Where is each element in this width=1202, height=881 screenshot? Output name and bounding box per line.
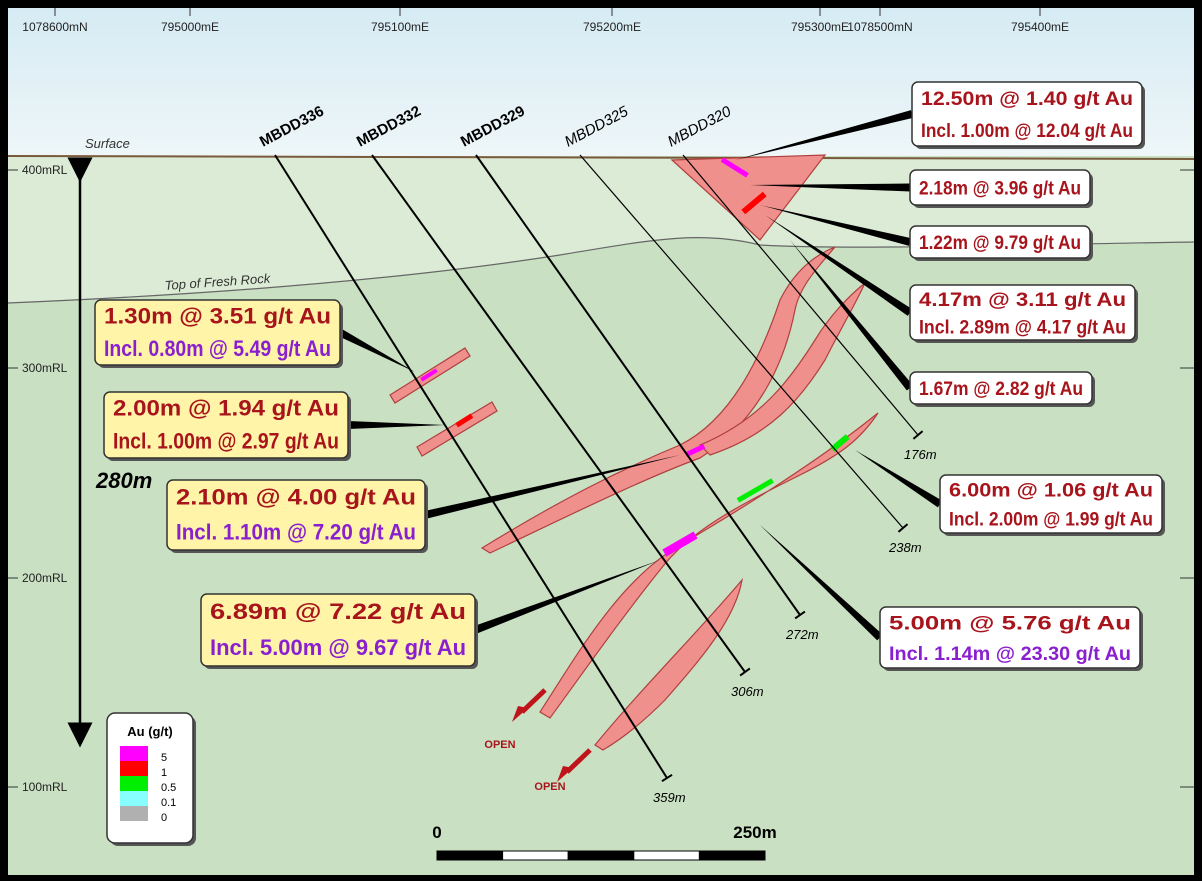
axis-label: 795000mE bbox=[161, 20, 219, 34]
scale-segment bbox=[568, 851, 634, 860]
legend-swatch bbox=[120, 791, 148, 806]
rl-label: 400mRL bbox=[22, 163, 68, 177]
hole-depth: 306m bbox=[731, 684, 764, 699]
legend-label: 5 bbox=[161, 752, 167, 764]
hole-depth: 176m bbox=[904, 447, 937, 462]
scale-start: 0 bbox=[432, 823, 441, 842]
callout-text: Incl. 5.00m @ 9.67 g/t Au bbox=[210, 635, 466, 660]
callout-text: 4.17m @ 3.11 g/t Au bbox=[919, 290, 1126, 311]
scale-segment bbox=[634, 851, 700, 860]
open-label: OPEN bbox=[484, 739, 515, 751]
vertical-extent: 280m bbox=[95, 468, 152, 493]
callout-text: 1.30m @ 3.51 g/t Au bbox=[104, 303, 331, 328]
legend-label: 1 bbox=[161, 767, 167, 779]
legend-swatch bbox=[120, 776, 148, 791]
callout-text: Incl. 1.00m @ 2.97 g/t Au bbox=[113, 429, 339, 454]
callout-text: Incl. 2.00m @ 1.99 g/t Au bbox=[949, 510, 1153, 531]
scale-segment bbox=[503, 851, 569, 860]
callout-text: 6.00m @ 1.06 g/t Au bbox=[949, 481, 1153, 502]
axis-label: 795400mE bbox=[1011, 20, 1069, 34]
legend-label: 0.5 bbox=[161, 782, 176, 794]
callout-text: Incl. 0.80m @ 5.49 g/t Au bbox=[104, 336, 331, 361]
callout-text: Incl. 1.00m @ 12.04 g/t Au bbox=[921, 121, 1133, 142]
rl-label: 200mRL bbox=[22, 571, 68, 585]
legend-swatch bbox=[120, 761, 148, 776]
callout-text: 1.22m @ 9.79 g/t Au bbox=[919, 233, 1081, 254]
callout-text: Incl. 1.10m @ 7.20 g/t Au bbox=[176, 520, 416, 545]
callout-text: 1.67m @ 2.82 g/t Au bbox=[919, 379, 1083, 400]
callout-text: Incl. 2.89m @ 4.17 g/t Au bbox=[919, 317, 1126, 338]
axis-label: 795200mE bbox=[583, 20, 641, 34]
callout-text: 2.00m @ 1.94 g/t Au bbox=[113, 396, 339, 421]
axis-label: 1078600mN bbox=[22, 20, 87, 34]
legend-label: 0 bbox=[161, 812, 167, 824]
legend-swatch bbox=[120, 806, 148, 821]
axis-label: 795300mE bbox=[791, 20, 849, 34]
open-label: OPEN bbox=[534, 781, 565, 793]
callout-text: 12.50m @ 1.40 g/t Au bbox=[921, 89, 1133, 110]
hole-depth: 238m bbox=[888, 540, 922, 555]
scale-segment bbox=[699, 851, 765, 860]
section-diagram: 1078600mN 795000mE 795100mE 795200mE 795300m… bbox=[0, 0, 1202, 881]
rl-label: 100mRL bbox=[22, 780, 68, 794]
hole-depth: 359m bbox=[653, 790, 686, 805]
rl-label: 300mRL bbox=[22, 361, 68, 375]
hole-depth: 272m bbox=[785, 627, 819, 642]
scale-segment bbox=[437, 851, 503, 860]
callout-text: Incl. 1.14m @ 23.30 g/t Au bbox=[889, 644, 1131, 665]
axis-label: 1078500mN bbox=[847, 20, 912, 34]
callout-text: 6.89m @ 7.22 g/t Au bbox=[210, 599, 466, 624]
callout-text: 2.10m @ 4.00 g/t Au bbox=[176, 485, 416, 510]
callout-text: 2.18m @ 3.96 g/t Au bbox=[919, 179, 1081, 200]
axis-label: 795100mE bbox=[371, 20, 429, 34]
legend-label: 0.1 bbox=[161, 797, 176, 809]
legend-swatch bbox=[120, 746, 148, 761]
legend-title: Au (g/t) bbox=[127, 724, 172, 739]
scale-end: 250m bbox=[733, 823, 776, 842]
surface-label: Surface bbox=[85, 136, 130, 151]
callout-text: 5.00m @ 5.76 g/t Au bbox=[889, 613, 1131, 634]
